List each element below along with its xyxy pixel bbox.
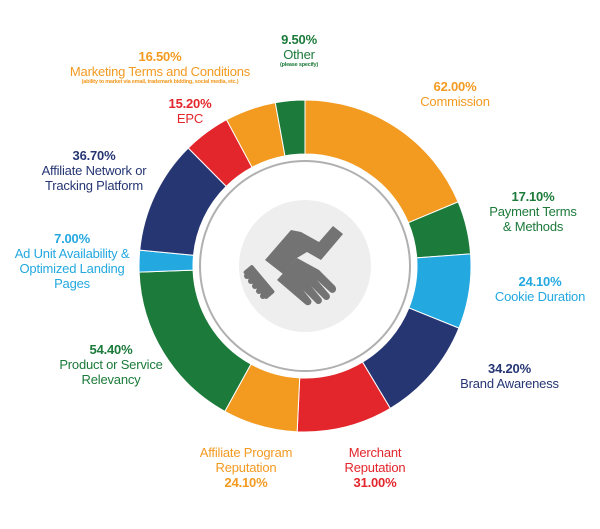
segment-note: (ability to market via email, trademark … xyxy=(81,79,239,85)
segment-name: Brand Awareness xyxy=(460,376,559,391)
segment-name: Merchant xyxy=(348,445,402,460)
segment-note: (please specify) xyxy=(279,62,319,68)
segment-name: & Methods xyxy=(502,219,564,234)
label-ad-unit-availability: 7.00% Ad Unit Availability & Optimized L… xyxy=(2,231,142,291)
segment-name: Reputation xyxy=(344,460,406,475)
segment-name: Commission xyxy=(420,94,490,109)
label-affiliate-program-reputation: Affiliate Program Reputation 24.10% xyxy=(186,445,306,490)
segment-name: Affiliate Program xyxy=(199,445,293,460)
segment-value: 15.20% xyxy=(168,96,212,111)
segment-value: 7.00% xyxy=(54,231,90,246)
label-other: 9.50% Other (please specify) xyxy=(264,32,334,69)
segment-name: Reputation xyxy=(215,460,277,475)
label-marketing-terms: 16.50% Marketing Terms and Conditions (a… xyxy=(60,49,260,86)
segment-name: Ad Unit Availability & xyxy=(14,246,130,261)
label-merchant-reputation: Merchant Reputation 31.00% xyxy=(325,445,425,490)
segment-value: 34.20% xyxy=(488,361,531,376)
segment-value: 24.10% xyxy=(224,475,268,490)
label-affiliate-network: 36.70% Affiliate Network or Tracking Pla… xyxy=(24,148,164,193)
handshake-icon xyxy=(243,226,343,306)
segment-name: Relevancy xyxy=(81,372,141,387)
segment-name: Marketing Terms and Conditions xyxy=(69,64,251,79)
segment-value: 17.10% xyxy=(511,189,555,204)
segment-value: 31.00% xyxy=(353,475,397,490)
segment-value: 16.50% xyxy=(138,49,182,64)
segment-name: Payment Terms xyxy=(489,204,577,219)
segment-name: Optimized Landing xyxy=(19,261,125,276)
segment-name: Cookie Duration xyxy=(494,289,586,304)
label-epc: 15.20% EPC xyxy=(160,96,220,126)
label-commission: 62.00% Commission xyxy=(405,79,505,109)
segment-value: 24.10% xyxy=(518,274,562,289)
label-product-relevancy: 54.40% Product or Service Relevancy xyxy=(46,342,176,387)
segment-name: Pages xyxy=(54,276,90,291)
segment-value: 62.00% xyxy=(433,79,477,94)
segment-value: 54.40% xyxy=(89,342,133,357)
segment-value: 9.50% xyxy=(281,32,317,47)
segment-name: Product or Service xyxy=(59,357,163,372)
segment-name: EPC xyxy=(176,111,204,126)
segment-name: Affiliate Network or xyxy=(41,163,147,178)
segment-value: 36.70% xyxy=(72,148,116,163)
segment-name: Tracking Platform xyxy=(45,178,143,193)
label-cookie-duration: 24.10% Cookie Duration xyxy=(485,274,595,304)
label-brand-awareness: 34.20% Brand Awareness xyxy=(452,361,567,391)
donut-inner-ring-line xyxy=(199,160,411,372)
label-payment-terms: 17.10% Payment Terms & Methods xyxy=(478,189,588,234)
segment-name: Other xyxy=(283,47,315,62)
